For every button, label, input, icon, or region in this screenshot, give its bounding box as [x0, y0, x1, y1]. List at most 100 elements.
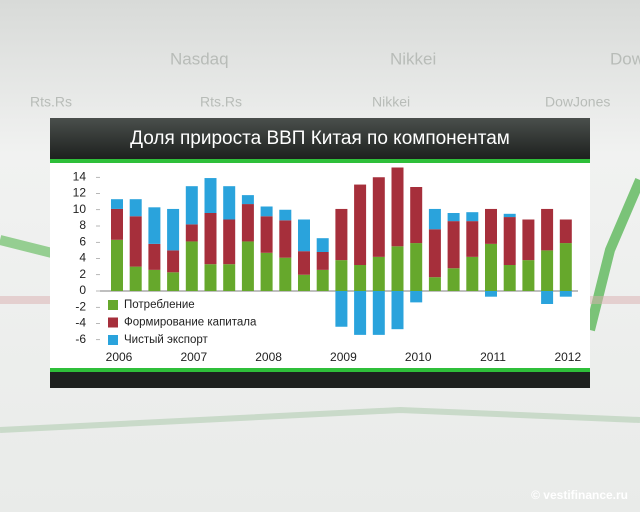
bar-segment [559, 219, 572, 244]
bar-segment [522, 219, 535, 261]
y-tick-label: 10 [73, 202, 87, 216]
ticker-text: Rts.Rs [200, 94, 242, 110]
bar-segment [466, 221, 479, 257]
bar-segment [391, 291, 404, 330]
ticker-text: Nikkei [372, 94, 410, 110]
ticker-text: Rts.Rs [30, 94, 72, 110]
bar-segment [111, 199, 123, 209]
bar-segment [167, 272, 180, 291]
bar-segment [185, 224, 198, 242]
x-tick-label: 2006 [106, 350, 133, 364]
decor-line [0, 406, 640, 433]
bar-segment [298, 219, 310, 252]
bar-segment [410, 243, 423, 291]
bar-segment [391, 167, 404, 247]
ticker-text: Dow [610, 49, 640, 68]
y-tick-label: -4 [75, 316, 86, 330]
y-tick-label: 6 [79, 234, 86, 248]
y-tick-label: 8 [79, 218, 86, 232]
chart-title: Доля прироста ВВП Китая по компонентам [130, 128, 510, 149]
bar-segment [316, 252, 329, 270]
legend-label: Формирование капитала [124, 317, 257, 329]
bar-segment [466, 256, 479, 291]
legend-label: Потребление [124, 299, 195, 311]
title-bar [50, 118, 590, 160]
bar-segment [522, 260, 535, 291]
bar-segment [223, 264, 236, 291]
legend-label: Чистый экспорт [124, 334, 209, 346]
bar-segment [148, 207, 161, 244]
bar-segment [167, 208, 180, 251]
bar-segment [129, 266, 142, 291]
bar-segment [204, 178, 217, 213]
bar-segment [485, 208, 497, 244]
bottom-bar [50, 372, 590, 388]
bar-segment [372, 291, 385, 335]
bar-segment [559, 291, 572, 297]
y-tick-label: 14 [73, 169, 87, 183]
bar-segment [111, 208, 123, 240]
bar-segment [185, 241, 198, 291]
bar-segment [298, 274, 310, 291]
bar-segment [410, 187, 423, 244]
legend-swatch [108, 317, 118, 328]
bar-segment [354, 265, 367, 291]
bar-segment [541, 291, 554, 304]
bar-segment [428, 229, 441, 278]
x-tick-label: 2008 [255, 350, 282, 364]
bar-segment [372, 256, 385, 291]
bar-segment [447, 213, 460, 222]
bar-segment [541, 208, 554, 251]
legend-swatch [108, 335, 118, 345]
bar-segment [148, 243, 161, 270]
bar-segment [316, 238, 329, 252]
bar-segment [354, 184, 367, 265]
x-tick-label: 2009 [330, 350, 357, 364]
bar-segment [335, 208, 348, 261]
legend-swatch [108, 300, 118, 310]
bar-segment [129, 216, 142, 267]
bar-segment [485, 291, 497, 297]
bar-segment [279, 257, 292, 291]
bar-segment [279, 220, 292, 258]
bar-segment [391, 246, 404, 291]
bar-segment [260, 252, 273, 291]
y-tick-label: -6 [75, 332, 86, 346]
bar-segment [111, 239, 123, 291]
bar-segment [428, 208, 441, 230]
bar-segment [204, 264, 217, 291]
bar-segment [447, 268, 460, 291]
y-tick-label: 2 [79, 267, 86, 281]
bar-segment [503, 265, 516, 291]
accent-line [50, 159, 590, 163]
bar-segment [279, 209, 292, 221]
bar-segment [354, 291, 367, 335]
y-tick-label: 0 [79, 283, 86, 297]
bar-segment [241, 195, 254, 205]
bar-segment [148, 269, 161, 291]
bar-segment [316, 269, 329, 291]
bar-segment [503, 217, 516, 265]
bar-segment [241, 204, 254, 242]
bar-segment [260, 206, 273, 217]
bar-segment [185, 186, 198, 225]
bar-segment [503, 213, 516, 218]
ticker-text: Nasdaq [170, 49, 229, 68]
bar-segment [410, 291, 423, 303]
bar-segment [335, 291, 348, 327]
bar-segment [447, 221, 460, 269]
bar-segment [559, 243, 572, 291]
x-tick-label: 2007 [180, 350, 207, 364]
bar-segment [241, 241, 254, 291]
x-tick-label: 2011 [480, 350, 506, 364]
bar-segment [260, 216, 273, 253]
watermark: © vestifinance.ru [531, 488, 628, 502]
x-tick-label: 2010 [405, 350, 432, 364]
y-tick-label: -2 [75, 299, 86, 313]
bar-segment [129, 199, 142, 217]
x-tick-label: 2012 [554, 350, 581, 364]
bar-segment [223, 186, 236, 220]
y-tick-label: 4 [79, 251, 86, 265]
